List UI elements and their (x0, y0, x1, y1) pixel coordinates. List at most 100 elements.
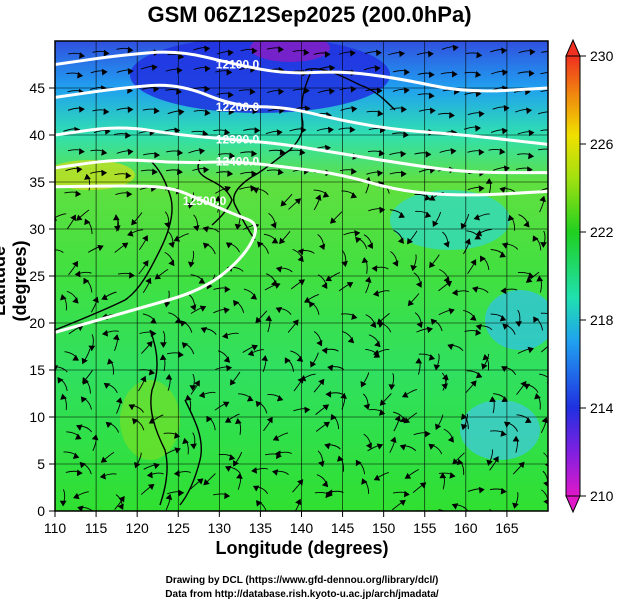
streamline-arrow (399, 50, 405, 58)
streamline-arrow (374, 340, 381, 348)
streamline-arrow (176, 168, 183, 176)
streamline-arrow (204, 85, 211, 93)
streamline-arrow (502, 69, 509, 76)
contour-label: 12100.0 (216, 58, 260, 72)
streamline-arrow (400, 150, 407, 158)
streamline-arrow (410, 264, 417, 272)
streamline-arrow (552, 89, 556, 94)
y-tick-label: 30 (29, 221, 45, 237)
streamline-arrow (324, 50, 331, 58)
streamline-arrow (349, 126, 356, 134)
streamline-arrow (403, 490, 410, 498)
streamline-arrow (507, 214, 515, 222)
streamline-arrow (168, 241, 175, 248)
streamline-arrow (224, 286, 231, 293)
streamline-arrow (112, 334, 120, 341)
streamline-arrow (475, 71, 482, 78)
streamline-arrow (528, 152, 535, 160)
streamline-arrow (347, 337, 355, 344)
x-tick-label: 120 (125, 520, 149, 536)
streamline-arrow (60, 393, 67, 400)
streamline-arrow (154, 273, 162, 280)
streamline-arrow (112, 214, 120, 221)
streamline (540, 129, 548, 132)
streamline (540, 345, 548, 353)
streamline-arrow (81, 357, 88, 365)
x-tick-label: 130 (208, 520, 232, 536)
x-tick-label: 150 (372, 520, 396, 536)
streamline-arrow (500, 430, 507, 437)
streamline-arrow (324, 442, 331, 450)
streamline-arrow (97, 244, 104, 252)
streamline-arrow (198, 277, 206, 284)
credit-data: Data from http://database.rish.kyoto-u.a… (165, 589, 439, 600)
streamline-arrow (452, 70, 458, 78)
streamline-arrow (105, 421, 113, 429)
streamline-arrow (148, 368, 155, 376)
streamline-arrow (321, 480, 329, 488)
streamline-arrow (310, 361, 317, 368)
streamline-arrow (316, 339, 323, 347)
streamline-arrow (329, 64, 336, 72)
streamline-arrow (443, 276, 450, 283)
streamline-arrow (367, 242, 373, 250)
contour-label: 12300.0 (216, 133, 260, 147)
streamline-arrow (278, 46, 284, 53)
contour-line (55, 158, 548, 197)
streamline (543, 452, 548, 460)
streamline-arrow (250, 293, 257, 300)
streamline-arrow (74, 270, 81, 278)
streamline-arrow (127, 46, 134, 54)
streamline-arrow (181, 342, 189, 349)
streamline-arrow (451, 289, 458, 297)
streamline-arrow (470, 380, 477, 387)
streamline-arrow (428, 443, 435, 450)
streamline-arrow (127, 106, 134, 114)
streamline-arrow (203, 166, 210, 174)
streamline-arrow (526, 107, 533, 115)
streamline-arrow (532, 235, 539, 242)
x-tick-label: 155 (413, 520, 437, 536)
streamline-arrow (350, 192, 357, 199)
streamline-arrow (489, 396, 496, 403)
streamline-arrow (482, 354, 490, 361)
streamline-arrow (428, 92, 435, 100)
contour-line (55, 184, 257, 334)
streamline-arrow (475, 90, 482, 98)
streamline-arrow (447, 514, 452, 519)
streamline-arrow (234, 418, 242, 425)
streamline-arrow (70, 518, 75, 523)
streamline-arrow (252, 485, 260, 492)
streamline-arrow (277, 168, 284, 176)
streamline (489, 508, 493, 511)
streamline-arrow (401, 106, 407, 113)
streamline-arrow (445, 280, 453, 287)
streamline-arrow (127, 148, 134, 156)
streamline-arrow (226, 68, 233, 76)
streamline-arrow (271, 469, 279, 476)
streamline-arrow (125, 172, 132, 179)
streamline (314, 514, 318, 530)
streamline-arrow (394, 415, 401, 422)
streamline-arrow (140, 375, 147, 383)
streamline-arrow (202, 242, 210, 249)
streamline-arrow (187, 261, 195, 268)
streamline-arrow (415, 357, 423, 364)
streamline-arrow (523, 220, 530, 228)
x-tick-label: 110 (44, 520, 67, 536)
streamline-arrow (540, 242, 547, 248)
streamline (55, 213, 67, 218)
streamline-arrow (107, 358, 114, 365)
streamline-arrow (159, 342, 167, 348)
streamline-arrow (337, 455, 344, 462)
streamline-arrow (349, 49, 356, 57)
streamline-arrow (228, 108, 235, 116)
streamline-arrow (118, 496, 125, 503)
streamline-arrow (101, 68, 108, 76)
streamline-arrow (204, 109, 211, 116)
streamline-arrow (196, 478, 204, 485)
streamline-arrow (428, 194, 436, 201)
streamline-arrow (424, 211, 432, 219)
streamline-arrow (401, 391, 409, 398)
